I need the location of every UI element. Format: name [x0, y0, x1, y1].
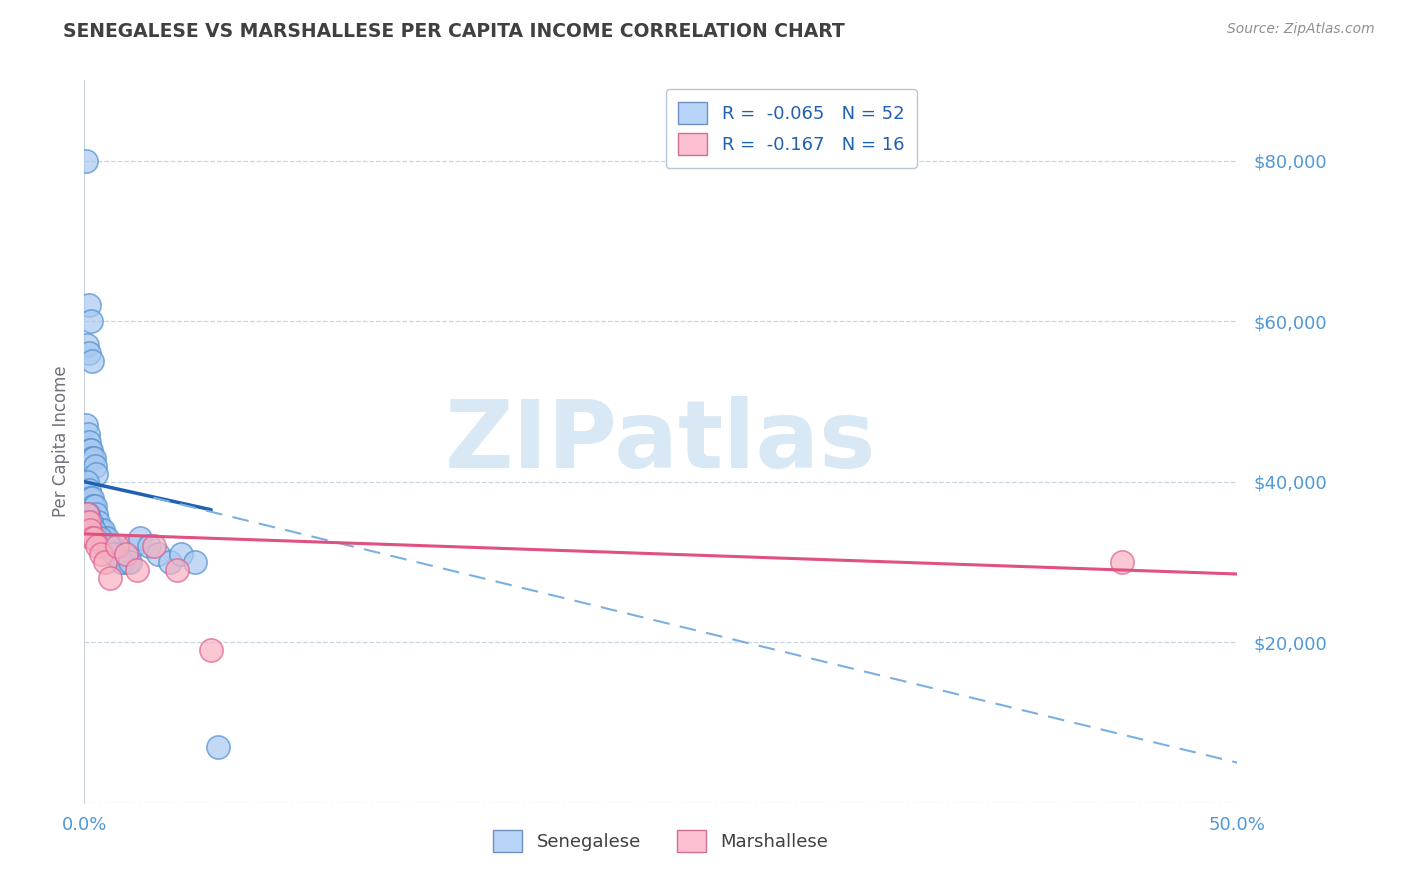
Point: [96, 531, 118, 545]
Point: [89, 531, 111, 545]
Point: [89, 523, 111, 537]
Point: [84, 467, 107, 481]
Point: [146, 547, 169, 561]
Point: [121, 539, 143, 553]
Text: ZIPatlas: ZIPatlas: [446, 395, 876, 488]
Point: [117, 555, 139, 569]
Y-axis label: Per Capita Income: Per Capita Income: [52, 366, 70, 517]
Point: [108, 547, 131, 561]
Point: [89, 547, 111, 561]
Point: [93, 539, 115, 553]
Point: [80, 442, 103, 457]
Point: [82, 499, 104, 513]
Point: [80, 314, 103, 328]
Point: [79, 515, 101, 529]
Point: [138, 539, 160, 553]
Point: [93, 555, 115, 569]
Point: [77, 483, 100, 497]
Point: [98, 571, 121, 585]
Point: [83, 450, 105, 465]
Point: [83, 523, 105, 537]
Point: [170, 547, 193, 561]
Point: [82, 450, 104, 465]
Point: [142, 539, 165, 553]
Point: [87, 515, 110, 529]
Point: [79, 491, 101, 505]
Point: [120, 555, 142, 569]
Point: [76, 507, 98, 521]
Point: [77, 298, 100, 312]
Point: [1111, 555, 1133, 569]
Point: [80, 515, 103, 529]
Point: [76, 426, 98, 441]
Point: [77, 434, 100, 449]
Point: [75, 153, 97, 168]
Point: [79, 442, 101, 457]
Point: [86, 539, 108, 553]
Point: [76, 475, 98, 489]
Text: SENEGALESE VS MARSHALLESE PER CAPITA INCOME CORRELATION CHART: SENEGALESE VS MARSHALLESE PER CAPITA INC…: [63, 22, 845, 41]
Point: [166, 563, 188, 577]
Point: [80, 354, 103, 368]
Point: [103, 547, 125, 561]
Point: [91, 523, 114, 537]
Point: [80, 531, 103, 545]
Point: [200, 643, 222, 657]
Point: [83, 499, 105, 513]
Point: [127, 563, 149, 577]
Point: [86, 507, 108, 521]
Point: [105, 539, 128, 553]
Point: [115, 547, 138, 561]
Legend: Senegalese, Marshallese: Senegalese, Marshallese: [486, 822, 835, 859]
Point: [80, 491, 103, 505]
Point: [94, 531, 117, 545]
Point: [184, 555, 207, 569]
Point: [83, 458, 105, 473]
Point: [104, 547, 127, 561]
Point: [83, 531, 105, 545]
Point: [98, 539, 121, 553]
Point: [128, 531, 150, 545]
Point: [110, 555, 132, 569]
Point: [112, 555, 135, 569]
Point: [76, 338, 98, 352]
Point: [79, 346, 101, 360]
Text: Source: ZipAtlas.com: Source: ZipAtlas.com: [1227, 22, 1375, 37]
Point: [77, 515, 100, 529]
Point: [207, 739, 229, 754]
Point: [79, 523, 101, 537]
Point: [76, 507, 98, 521]
Point: [86, 531, 108, 545]
Point: [97, 539, 120, 553]
Point: [75, 418, 97, 433]
Point: [159, 555, 181, 569]
Point: [101, 539, 124, 553]
